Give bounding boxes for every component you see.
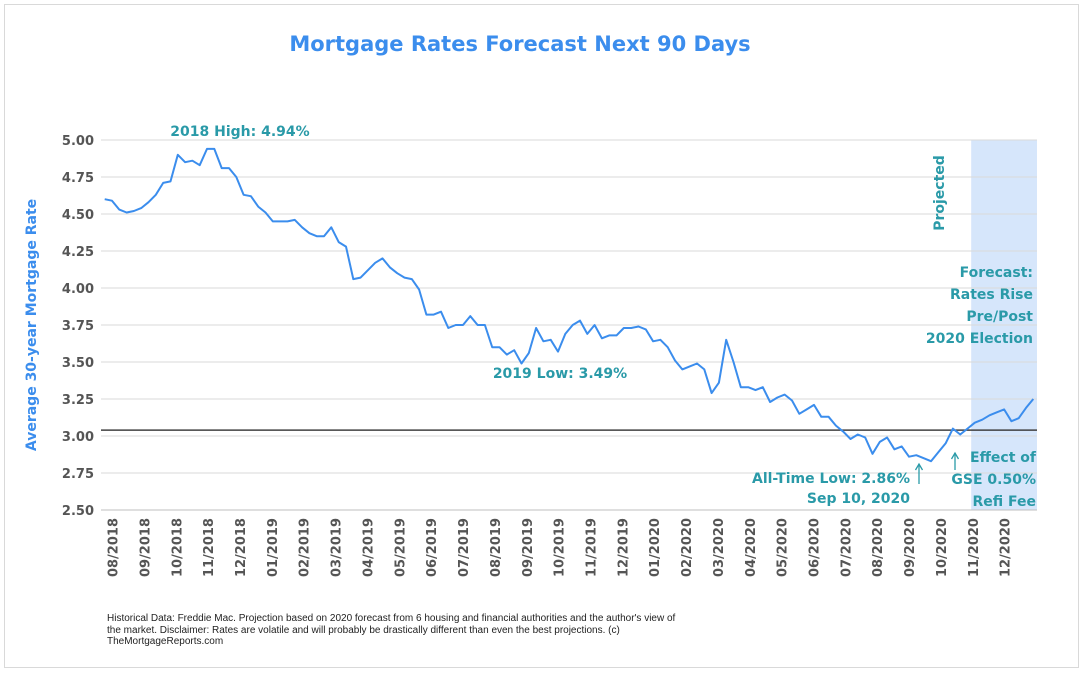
x-tick-label: 07/2020 [839, 518, 854, 577]
annotation-2018-high: 2018 High: 4.94% [170, 124, 309, 140]
x-tick-label: 08/2019 [489, 518, 504, 577]
annotation-2019-low: 2019 Low: 3.49% [493, 366, 627, 382]
x-tick-label: 04/2020 [744, 518, 759, 577]
x-tick-label: 11/2018 [202, 518, 217, 577]
x-tick-label: 05/2020 [776, 518, 791, 577]
x-tick-label: 10/2019 [553, 518, 568, 577]
x-tick-label: 11/2020 [967, 518, 982, 577]
y-tick-label: 4.00 [62, 282, 94, 297]
x-tick-label: 02/2020 [680, 518, 695, 577]
x-tick-label: 05/2019 [393, 518, 408, 577]
x-tick-label: 06/2020 [808, 518, 823, 577]
y-tick-label: 3.75 [62, 319, 94, 334]
x-tick-label: 08/2020 [871, 518, 886, 577]
chart-title: Mortgage Rates Forecast Next 90 Days [289, 32, 751, 56]
annotation-projected: Projected [932, 155, 948, 231]
x-tick-label: 08/2018 [107, 518, 122, 577]
x-tick-label: 02/2019 [298, 518, 313, 577]
x-tick-label: 04/2019 [361, 518, 376, 577]
y-tick-label: 3.25 [62, 393, 94, 408]
y-tick-label: 2.75 [62, 467, 94, 482]
x-tick-label: 11/2019 [584, 518, 599, 577]
y-tick-label: 4.50 [62, 208, 94, 223]
x-tick-label: 12/2019 [616, 518, 631, 577]
annotation-effect-line: Refi Fee [972, 494, 1036, 510]
x-tick-label: 03/2020 [712, 518, 727, 577]
annotation-all-time-low: All-Time Low: 2.86% [752, 471, 910, 487]
x-tick-label: 10/2020 [935, 518, 950, 577]
x-tick-label: 10/2018 [170, 518, 185, 577]
annotation-forecast-line: 2020 Election [926, 331, 1033, 347]
y-tick-label: 5.00 [62, 134, 94, 149]
y-tick-label: 3.00 [62, 430, 94, 445]
annotation-forecast-line: Pre/Post [966, 309, 1033, 325]
x-tick-label: 12/2018 [234, 518, 249, 577]
series-line [104, 147, 1035, 463]
x-tick-label: 09/2020 [903, 518, 918, 577]
annotation-all-time-low-date: Sep 10, 2020 [807, 491, 910, 507]
x-tick-label: 09/2018 [138, 518, 153, 577]
annotation-forecast-line: Forecast: [960, 265, 1033, 281]
annotation-effect-line: GSE 0.50% [951, 472, 1036, 488]
footnote: Historical Data: Freddie Mac. Projection… [107, 613, 676, 647]
y-tick-label: 4.25 [62, 245, 94, 260]
y-tick-label: 2.50 [62, 504, 94, 519]
refi-fee-arrow-head [950, 451, 960, 460]
x-tick-label: 01/2020 [648, 518, 663, 577]
x-tick-label: 09/2019 [521, 518, 536, 577]
x-tick-label: 07/2019 [457, 518, 472, 577]
chart-frame [4, 4, 1079, 668]
all-time-low-arrow-head [914, 462, 924, 471]
annotation-effect-line: Effect of [970, 450, 1037, 466]
x-tick-label: 12/2020 [999, 518, 1014, 577]
x-tick-label: 06/2019 [425, 518, 440, 577]
y-tick-label: 3.50 [62, 356, 94, 371]
x-tick-label: 03/2019 [330, 518, 345, 577]
y-tick-label: 4.75 [62, 171, 94, 186]
annotation-forecast-line: Rates Rise [950, 287, 1033, 303]
x-tick-label: 01/2019 [266, 518, 281, 577]
